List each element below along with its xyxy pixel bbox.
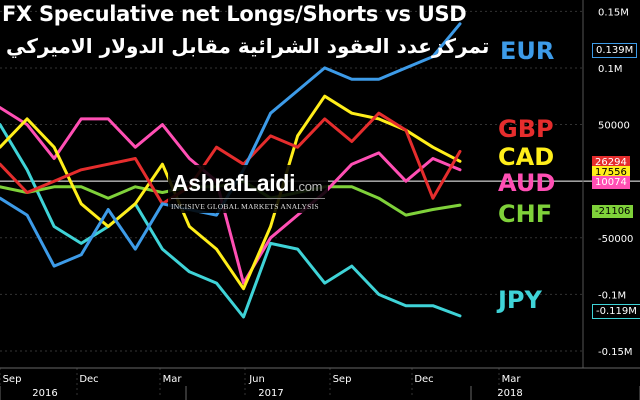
legend-label-cad: CAD — [498, 143, 555, 171]
value-box-aud: 10074 — [592, 176, 630, 189]
x-tick-label: Jun — [248, 374, 265, 385]
value-box-jpy: -0.119M — [592, 304, 640, 319]
watermark-divider — [171, 198, 325, 199]
x-tick-label: Mar — [163, 374, 183, 385]
y-tick-label: -50000 — [598, 234, 633, 245]
value-box-chf: -21106 — [592, 205, 634, 218]
value-box-gbp: 26294 — [592, 156, 630, 169]
legend-label-jpy: JPY — [498, 286, 542, 314]
y-tick-label: 0.1M — [598, 64, 623, 75]
x-tick-label: Dec — [414, 374, 433, 385]
watermark-logo: AshrafLaidi.com INCISIVE GLOBAL MARKETS … — [168, 165, 328, 213]
y-tick-label: 50000 — [598, 121, 630, 132]
y-tick-label: -0.15M — [598, 347, 633, 358]
legend-label-chf: CHF — [498, 200, 553, 228]
value-box-cad: 17556 — [592, 166, 630, 179]
series-line-cad — [0, 94, 462, 291]
x-year-label: 2018 — [497, 388, 522, 399]
legend-label-eur: EUR — [500, 37, 555, 65]
legend-label-gbp: GBP — [498, 115, 554, 143]
chart-title-arabic: تمركزعدد العقود الشرائية مقابل الدولار ا… — [6, 34, 490, 58]
x-year-label: 2017 — [258, 388, 283, 399]
series-line-aud — [0, 106, 462, 285]
chart-title: FX Speculative net Longs/Shorts vs USD — [2, 2, 467, 26]
x-year-label: 2016 — [32, 388, 57, 399]
x-tick-label: Dec — [79, 374, 98, 385]
y-tick-label: 0.15M — [598, 7, 629, 18]
y-tick-label: -0.1M — [598, 290, 626, 301]
series-line-gbp — [0, 111, 462, 206]
series-line-jpy — [0, 123, 462, 319]
legend-label-aud: AUD — [498, 169, 556, 197]
x-tick-label: Mar — [502, 374, 522, 385]
value-box-eur: 0.139M — [592, 43, 638, 58]
x-tick-label: Sep — [3, 374, 22, 385]
watermark-brand: AshrafLaidi — [172, 170, 296, 196]
watermark-tagline: INCISIVE GLOBAL MARKETS ANALYSIS — [171, 202, 319, 211]
x-tick-label: Sep — [333, 374, 352, 385]
watermark-suffix: .com — [295, 179, 323, 194]
